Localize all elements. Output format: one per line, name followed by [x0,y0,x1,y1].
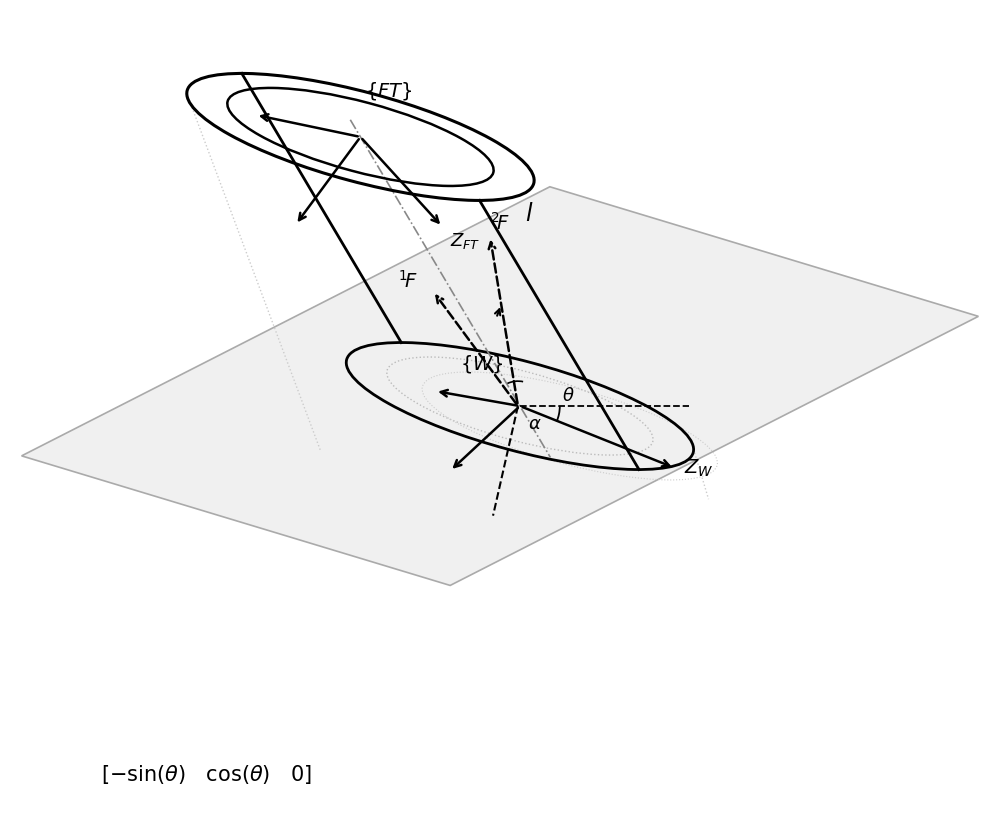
Text: $l$: $l$ [525,202,533,226]
Text: $\alpha$: $\alpha$ [528,415,542,432]
Text: $^1\!F$: $^1\!F$ [398,269,418,291]
Text: $\{FT\}$: $\{FT\}$ [365,79,413,101]
Text: $^2\!F$: $^2\!F$ [490,212,510,233]
Polygon shape [22,187,978,586]
Text: $\{W\}$: $\{W\}$ [460,352,504,375]
Text: $Z_W$: $Z_W$ [684,457,714,478]
Text: $Z_{FT}$: $Z_{FT}$ [450,230,481,250]
Text: $[-\sin(\theta)\quad\cos(\theta)\quad 0]$: $[-\sin(\theta)\quad\cos(\theta)\quad 0]… [101,762,312,785]
Text: $\theta$: $\theta$ [562,386,574,405]
